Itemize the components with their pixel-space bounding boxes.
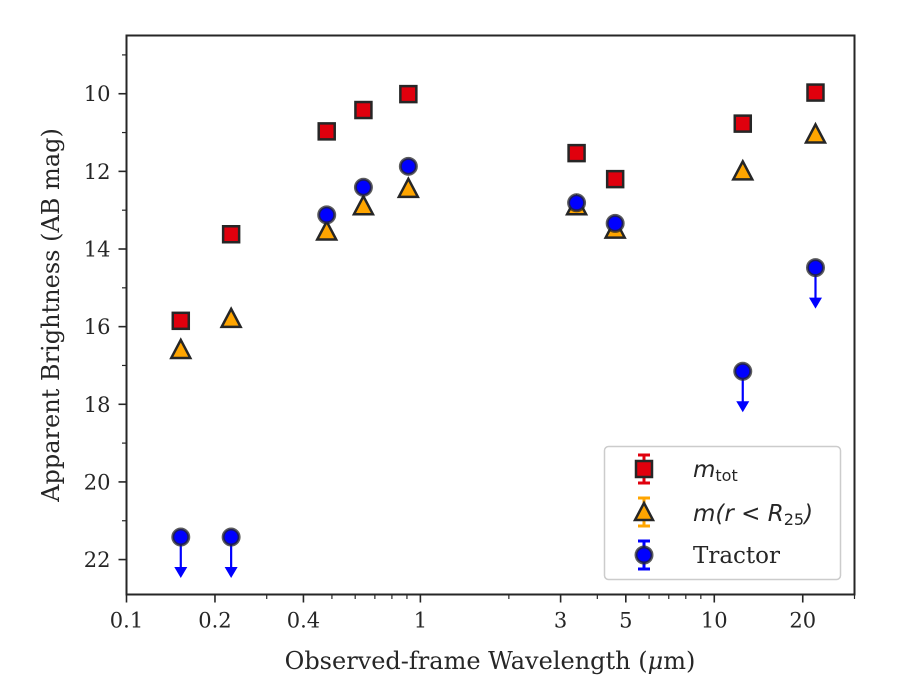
upper-limit-arrow-head [736,401,750,413]
x-tick-label: 1 [414,609,427,633]
legend-entry-mtot: mtot [634,453,738,485]
mtot-point [605,169,625,189]
x-axis-title: Observed-frame Wavelength (μm) [285,647,696,675]
m-r25-point [731,158,755,181]
m-r25-point [351,193,376,216]
mtot-point [221,225,241,244]
square-marker-icon [634,459,654,479]
legend: mtot m(r < R25) Tractor [603,445,842,581]
triangle-marker-icon [632,500,656,522]
y-tick-label: 10 [84,82,111,106]
m-r25-point [396,176,420,199]
tractor-point [221,527,241,547]
svg-text:m(r < R25): m(r < R25) [693,501,813,529]
x-tick-label: 3 [554,609,567,633]
upper-limit-arrow-head [808,297,822,309]
tractor-point [605,213,625,233]
x-tick-label: 20 [789,609,816,633]
mtot-point [171,311,191,331]
upper-limit-arrow-head [174,567,188,579]
tractor-point [733,361,753,381]
y-tick-label: 14 [84,238,111,262]
tractor-point [353,177,373,197]
m-r25-point [315,218,339,241]
x-tick-label: 0.1 [110,609,143,633]
x-axis: 0.1 0.2 0.4 1 3 5 10 20 [110,594,856,633]
data-marks [169,83,828,579]
tractor-point [171,527,191,547]
x-axis-title-mu: μ [648,647,664,675]
y-tick-label: 18 [84,393,111,417]
svg-text:Tractor: Tractor [693,543,780,569]
y-tick-label: 20 [84,470,111,494]
y-axis-title: Apparent Brightness (AB mag) [37,128,65,503]
circle-marker-icon [634,545,654,565]
m-r25-point [219,306,243,329]
legend-entry-tractor: Tractor [634,539,780,571]
y-tick-label: 22 [84,548,111,572]
y-axis: 10 12 14 16 18 20 22 [84,54,127,572]
x-tick-label: 0.2 [198,609,231,633]
y-tick-label: 16 [84,315,111,339]
tractor-point [805,258,825,278]
y-tick-label: 12 [84,160,111,184]
x-tick-label: 5 [619,609,632,633]
svg-text:mtot: mtot [693,457,738,485]
x-tick-label: 10 [701,609,728,633]
mtot-point [567,143,586,163]
m-r25-point [803,121,828,144]
tractor-point [398,156,418,176]
mtot-point [317,122,336,141]
mtot-point [399,84,418,104]
mtot-point [733,114,753,133]
plot-frame [125,34,856,596]
x-tick-label: 0.4 [287,609,320,633]
tractor-point [317,205,337,225]
mtot-point [354,100,373,120]
legend-entry-m-r25: m(r < R25) [632,496,813,529]
m-r25-point [169,337,193,360]
tractor-point [567,193,587,213]
legend-box [603,445,842,581]
upper-limit-arrow-head [224,567,238,579]
mtot-point [806,83,825,102]
